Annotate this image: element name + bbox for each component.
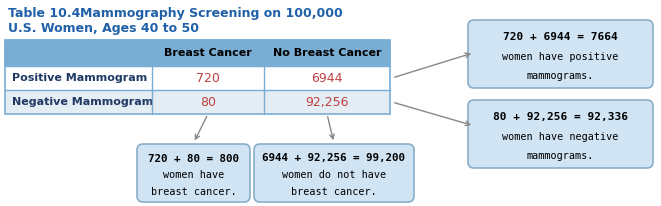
Text: mammograms.: mammograms. — [527, 151, 594, 161]
Text: women do not have: women do not have — [282, 170, 386, 180]
Text: Positive Mammogram: Positive Mammogram — [12, 73, 147, 83]
Text: 6944: 6944 — [311, 71, 343, 84]
Text: women have: women have — [163, 170, 224, 180]
Text: Negative Mammogram: Negative Mammogram — [12, 97, 153, 107]
Text: women have negative: women have negative — [502, 132, 619, 142]
FancyBboxPatch shape — [468, 20, 653, 88]
Bar — [5, 40, 390, 114]
Text: breast cancer.: breast cancer. — [291, 186, 377, 197]
Text: 6944 + 92,256 = 99,200: 6944 + 92,256 = 99,200 — [262, 153, 405, 164]
Text: women have positive: women have positive — [502, 52, 619, 62]
FancyBboxPatch shape — [254, 144, 414, 202]
Text: Breast Cancer: Breast Cancer — [164, 48, 252, 58]
FancyBboxPatch shape — [468, 100, 653, 168]
Text: mammograms.: mammograms. — [527, 71, 594, 81]
Text: Mammography Screening on 100,000: Mammography Screening on 100,000 — [80, 7, 343, 20]
Text: 80: 80 — [200, 96, 216, 109]
Text: 720: 720 — [196, 71, 220, 84]
FancyBboxPatch shape — [5, 40, 390, 66]
Text: 80 + 92,256 = 92,336: 80 + 92,256 = 92,336 — [493, 112, 628, 122]
Text: Table 10.4: Table 10.4 — [8, 7, 81, 20]
Text: 92,256: 92,256 — [305, 96, 349, 109]
Text: No Breast Cancer: No Breast Cancer — [273, 48, 381, 58]
Text: 720 + 6944 = 7664: 720 + 6944 = 7664 — [503, 32, 618, 42]
Bar — [5, 90, 390, 114]
Bar — [5, 66, 390, 90]
Text: U.S. Women, Ages 40 to 50: U.S. Women, Ages 40 to 50 — [8, 22, 199, 35]
Text: 720 + 80 = 800: 720 + 80 = 800 — [148, 153, 239, 164]
Text: breast cancer.: breast cancer. — [151, 186, 237, 197]
FancyBboxPatch shape — [137, 144, 250, 202]
